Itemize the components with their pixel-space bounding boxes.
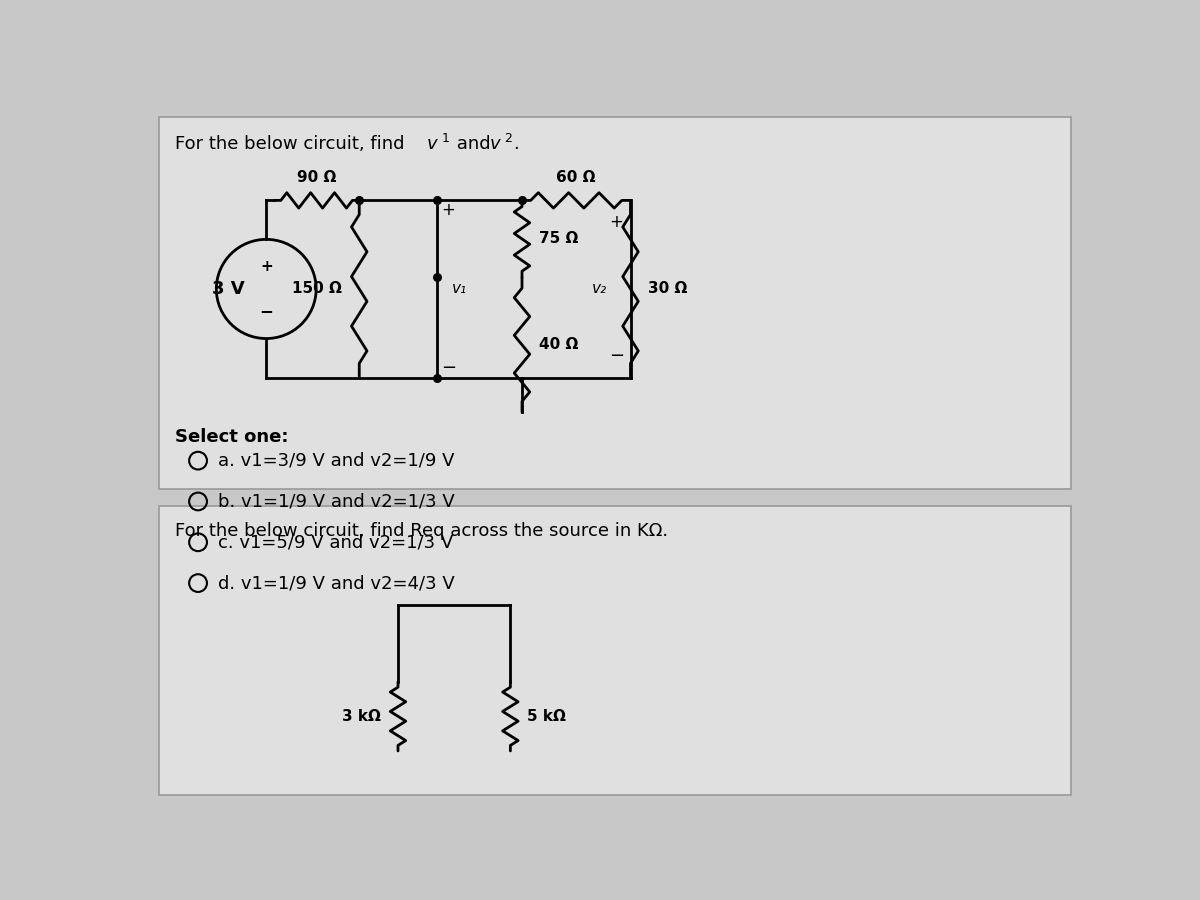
Text: 3 V: 3 V	[212, 280, 245, 298]
Text: +: +	[260, 259, 272, 274]
Text: v₂: v₂	[592, 282, 607, 296]
Text: 3 kΩ: 3 kΩ	[342, 709, 380, 724]
Text: Select one:: Select one:	[175, 428, 288, 446]
Text: 40 Ω: 40 Ω	[539, 338, 578, 352]
Text: a. v1=3/9 V and v2=1/9 V: a. v1=3/9 V and v2=1/9 V	[218, 452, 455, 470]
Text: 60 Ω: 60 Ω	[557, 170, 596, 185]
Text: v: v	[427, 135, 437, 153]
Text: 2: 2	[504, 132, 512, 145]
Text: .: .	[512, 135, 518, 153]
Text: and: and	[451, 135, 496, 153]
Text: 30 Ω: 30 Ω	[648, 282, 686, 296]
Text: −: −	[259, 302, 274, 320]
Text: 90 Ω: 90 Ω	[296, 170, 336, 185]
FancyBboxPatch shape	[160, 117, 1070, 490]
Text: 5 kΩ: 5 kΩ	[528, 709, 566, 724]
Text: v: v	[490, 135, 500, 153]
Text: b. v1=1/9 V and v2=1/3 V: b. v1=1/9 V and v2=1/3 V	[218, 492, 455, 510]
Text: For the below circuit, find: For the below circuit, find	[175, 135, 410, 153]
Text: For the below circuit, find Req across the source in KΩ.: For the below circuit, find Req across t…	[175, 522, 668, 540]
Text: +: +	[610, 213, 624, 231]
Text: +: +	[442, 201, 455, 219]
FancyBboxPatch shape	[160, 506, 1070, 795]
Text: 150 Ω: 150 Ω	[293, 282, 342, 296]
Text: −: −	[608, 346, 624, 364]
Text: d. v1=1/9 V and v2=4/3 V: d. v1=1/9 V and v2=4/3 V	[218, 574, 455, 592]
Text: 1: 1	[442, 132, 449, 145]
Text: c. v1=5/9 V and v2=1/3 V: c. v1=5/9 V and v2=1/3 V	[218, 534, 454, 552]
Text: v₁: v₁	[452, 282, 467, 296]
Text: 75 Ω: 75 Ω	[539, 231, 578, 247]
Text: −: −	[440, 359, 456, 377]
